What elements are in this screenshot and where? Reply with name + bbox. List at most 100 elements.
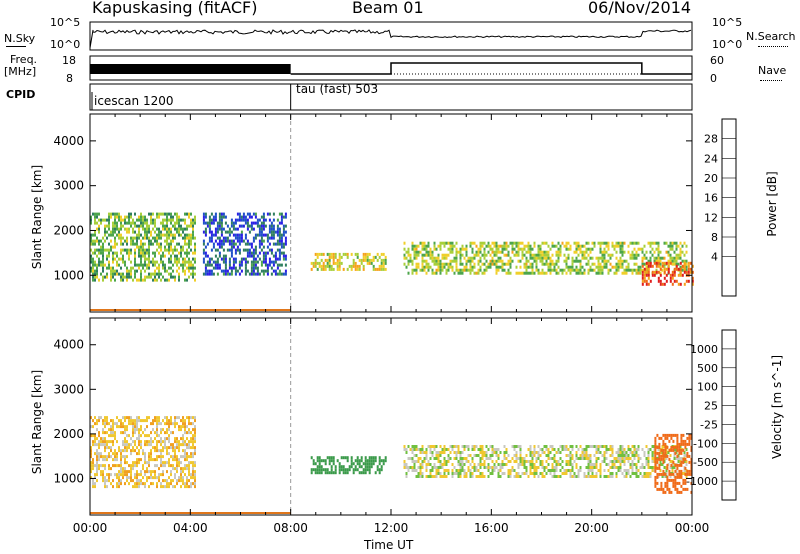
echo-cell (140, 269, 142, 273)
echo-cell (220, 230, 223, 234)
echo-cell (118, 233, 120, 237)
echo-cell (352, 258, 355, 262)
echo-cell (202, 230, 205, 234)
echo-cell (421, 253, 424, 257)
echo-cell (228, 233, 231, 237)
echo-cell (686, 451, 689, 455)
echo-cell (230, 248, 233, 252)
echo-cell (663, 282, 666, 286)
echo-cell (260, 215, 263, 219)
echo-cell (591, 256, 594, 260)
echo-cell (559, 445, 562, 448)
echo-cell (108, 224, 110, 228)
echo-cell (176, 260, 178, 264)
echo-cell (471, 445, 474, 448)
echo-cell (675, 262, 678, 266)
echo-cell (252, 260, 255, 264)
echo-cell (142, 236, 144, 240)
echo-cell (669, 454, 672, 457)
echo-cell (631, 271, 634, 275)
echo-cell (654, 484, 657, 488)
echo-cell (244, 248, 247, 252)
echo-cell (517, 271, 520, 275)
echo-cell (495, 268, 498, 272)
echo-cell (668, 433, 671, 437)
echo-cell (603, 451, 606, 454)
echo-cell (591, 463, 594, 466)
echo-cell (587, 463, 590, 466)
echo-cell (425, 457, 428, 460)
echo-cell (656, 472, 659, 476)
echo-cell (503, 268, 506, 272)
echo-cell (637, 253, 640, 257)
echo-cell (116, 260, 118, 264)
echo-cell (674, 469, 677, 473)
echo-cell (547, 454, 550, 457)
echo-cell (583, 451, 586, 454)
echo-cell (184, 443, 186, 447)
echo-cell (545, 460, 548, 463)
echo-cell (609, 454, 612, 457)
echo-cell (465, 244, 468, 248)
echo-cell (431, 253, 434, 257)
echo-cell (421, 448, 424, 451)
echo-cell (453, 472, 456, 475)
echo-cell (170, 230, 172, 234)
nsky-label: N.Sky (4, 32, 36, 45)
echo-cell (685, 279, 688, 283)
echo-cell (681, 472, 684, 475)
echo-cell (252, 257, 255, 261)
echo-cell (654, 454, 657, 458)
echo-cell (595, 460, 598, 463)
echo-cell (194, 248, 196, 252)
echo-cell (234, 266, 237, 270)
echo-cell (202, 257, 205, 261)
echo-cell (629, 253, 632, 257)
echo-cell (140, 482, 142, 486)
echo-cell (174, 254, 176, 258)
beam-title: Beam 01 (352, 0, 424, 17)
echo-cell (689, 270, 692, 274)
nsky-line (89, 29, 692, 49)
echo-cell (192, 428, 194, 432)
echo-cell (607, 268, 610, 272)
echo-cell (268, 236, 271, 240)
echo-cell (150, 275, 152, 279)
echo-cell (505, 457, 508, 460)
echo-cell (591, 262, 594, 266)
echo-cell (411, 262, 414, 266)
echo-cell (495, 262, 498, 266)
echo-cell (429, 250, 432, 254)
echo-cell (132, 464, 134, 468)
echo-cell (242, 239, 245, 243)
echo-cell (471, 268, 474, 272)
echo-cell (192, 221, 194, 225)
echo-cell (621, 247, 624, 251)
echo-cell (114, 455, 116, 459)
echo-cell (501, 472, 504, 475)
echo-cell (136, 473, 138, 477)
echo-cell (260, 239, 263, 243)
echo-cell (523, 253, 526, 257)
nave-label: Nave (758, 64, 787, 77)
echo-cell (656, 445, 659, 449)
echo-cell (104, 218, 106, 222)
echo-cell (403, 247, 406, 251)
echo-cell (405, 472, 408, 475)
echo-cell (551, 457, 554, 460)
echo-cell (278, 230, 281, 234)
echo-cell (595, 448, 598, 451)
echo-cell (483, 247, 486, 251)
echo-cell (130, 242, 132, 246)
echo-cell (118, 482, 120, 486)
echo-cell (330, 264, 333, 268)
echo-cell (493, 466, 496, 469)
echo-cell (222, 260, 225, 264)
echo-cell (688, 433, 691, 437)
echo-cell (188, 428, 190, 432)
echo-cell (557, 250, 560, 254)
echo-cell (178, 227, 180, 231)
echo-cell (445, 460, 448, 463)
echo-cell (629, 256, 632, 260)
echo-cell (658, 472, 661, 476)
